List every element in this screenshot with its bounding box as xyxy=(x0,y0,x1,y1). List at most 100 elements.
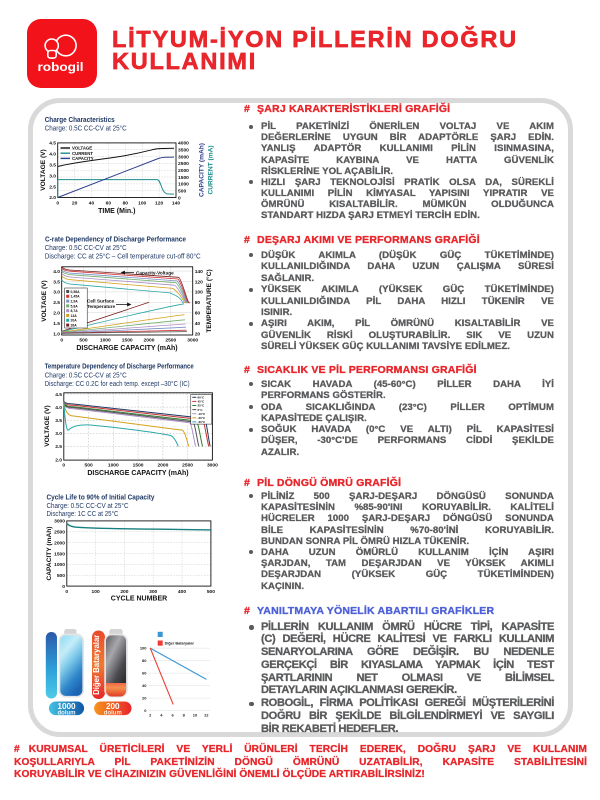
svg-text:2000: 2000 xyxy=(178,168,189,174)
svg-text:80: 80 xyxy=(123,201,129,207)
svg-text:-20°C: -20°C xyxy=(198,416,207,420)
svg-text:TIME (Min.): TIME (Min.) xyxy=(98,208,135,215)
svg-text:0,58A: 0,58A xyxy=(71,290,81,294)
svg-text:40: 40 xyxy=(195,321,201,327)
svg-text:Discharge: CC 0.2C for each te: Discharge: CC 0.2C for each temp. except… xyxy=(45,380,190,388)
svg-text:4: 4 xyxy=(160,712,163,717)
svg-text:Diğer Bataryalar: Diğer Bataryalar xyxy=(92,635,101,695)
svg-text:Temperature: Temperature xyxy=(87,304,115,309)
svg-text:3.5: 3.5 xyxy=(49,163,56,169)
svg-text:2.5: 2.5 xyxy=(49,184,56,190)
svg-text:4.0: 4.0 xyxy=(49,152,56,158)
svg-text:0: 0 xyxy=(65,589,68,595)
svg-text:-30°C: -30°C xyxy=(198,420,207,424)
svg-text:45°C: 45°C xyxy=(198,400,206,404)
svg-text:CURRENT: CURRENT xyxy=(72,151,93,156)
svg-text:300: 300 xyxy=(149,589,157,595)
svg-text:3.0: 3.0 xyxy=(55,431,62,437)
svg-text:3000: 3000 xyxy=(187,338,198,344)
svg-text:20: 20 xyxy=(142,696,147,701)
svg-text:6: 6 xyxy=(171,712,174,717)
svg-text:0°C: 0°C xyxy=(198,408,204,412)
svg-text:2500: 2500 xyxy=(182,463,193,469)
svg-text:2.5: 2.5 xyxy=(55,444,62,450)
svg-text:500: 500 xyxy=(79,338,87,344)
svg-text:2000: 2000 xyxy=(54,540,65,546)
svg-text:60: 60 xyxy=(195,311,201,317)
svg-text:Charge: 0.5C CC-CV at 25°C: Charge: 0.5C CC-CV at 25°C xyxy=(45,244,127,252)
svg-text:CAPACITY (mAh): CAPACITY (mAh) xyxy=(199,143,206,197)
svg-text:CAPACITY (mAh): CAPACITY (mAh) xyxy=(46,527,53,581)
svg-text:C-rate Dependency of Discharge: C-rate Dependency of Discharge Performan… xyxy=(45,235,186,244)
svg-text:200: 200 xyxy=(120,589,128,595)
svg-text:VOLTAGE (V): VOLTAGE (V) xyxy=(44,405,51,447)
svg-text:100: 100 xyxy=(92,589,100,595)
svg-text:26A: 26A xyxy=(71,324,78,328)
svg-text:2500: 2500 xyxy=(165,338,176,344)
svg-text:Charge: 0.5C CC-CV at 25°C: Charge: 0.5C CC-CV at 25°C xyxy=(47,502,129,510)
svg-text:1000: 1000 xyxy=(57,702,76,711)
svg-text:2: 2 xyxy=(149,712,152,717)
svg-text:1000: 1000 xyxy=(100,338,111,344)
svg-text:60°C: 60°C xyxy=(198,396,206,400)
svg-text:Cycle Life to 90% of Initial C: Cycle Life to 90% of Initial Capacity xyxy=(47,493,156,502)
svg-text:0: 0 xyxy=(62,584,65,590)
svg-text:60: 60 xyxy=(106,201,112,207)
svg-text:Charge Characteristics: Charge Characteristics xyxy=(45,115,115,124)
svg-text:3.5: 3.5 xyxy=(53,279,60,285)
svg-text:2000: 2000 xyxy=(157,463,168,469)
svg-text:500: 500 xyxy=(85,463,93,469)
svg-text:Cell Surface: Cell Surface xyxy=(87,298,114,303)
svg-text:Charge: 0.5C CC-CV at 25°C: Charge: 0.5C CC-CV at 25°C xyxy=(45,124,127,132)
svg-text:2.0: 2.0 xyxy=(55,457,62,463)
svg-text:500: 500 xyxy=(57,573,65,579)
svg-text:-10°C: -10°C xyxy=(198,412,207,416)
svg-text:1500: 1500 xyxy=(178,175,189,181)
svg-text:100: 100 xyxy=(140,646,147,651)
svg-text:Diğer Bataryalar: Diğer Bataryalar xyxy=(165,642,195,646)
svg-text:DISCHARGE CAPACITY (mAh): DISCHARGE CAPACITY (mAh) xyxy=(76,345,177,352)
svg-text:2500: 2500 xyxy=(54,530,65,536)
svg-text:8: 8 xyxy=(183,712,186,717)
svg-text:0: 0 xyxy=(62,463,65,469)
svg-text:0: 0 xyxy=(178,195,181,201)
svg-text:20: 20 xyxy=(72,201,78,207)
svg-text:1000: 1000 xyxy=(178,182,189,188)
svg-text:120: 120 xyxy=(155,201,163,207)
svg-text:1000: 1000 xyxy=(108,463,119,469)
svg-text:VOLTAGE: VOLTAGE xyxy=(72,146,92,151)
svg-text:2.0: 2.0 xyxy=(53,311,60,317)
svg-text:0: 0 xyxy=(56,201,59,207)
svg-text:2000: 2000 xyxy=(144,338,155,344)
svg-text:120: 120 xyxy=(195,279,203,285)
svg-text:1.0: 1.0 xyxy=(53,331,60,337)
svg-text:60: 60 xyxy=(142,671,147,676)
svg-text:CURRENT (mA): CURRENT (mA) xyxy=(208,145,215,194)
svg-text:Discharge: 1C CC at 25°C: Discharge: 1C CC at 25°C xyxy=(47,510,119,518)
svg-text:4000: 4000 xyxy=(178,141,189,147)
svg-text:100: 100 xyxy=(138,201,146,207)
svg-text:100: 100 xyxy=(195,290,203,296)
svg-text:40: 40 xyxy=(89,201,95,207)
svg-text:dolum: dolum xyxy=(104,710,122,716)
svg-text:0: 0 xyxy=(60,338,63,344)
svg-text:3500: 3500 xyxy=(178,148,189,154)
svg-text:80: 80 xyxy=(142,658,147,663)
svg-text:1,45A: 1,45A xyxy=(71,295,81,299)
svg-text:2.0: 2.0 xyxy=(49,195,56,201)
svg-text:4.5: 4.5 xyxy=(55,392,62,398)
svg-text:VOLTAGE (V): VOLTAGE (V) xyxy=(40,149,47,191)
svg-text:3000: 3000 xyxy=(207,463,218,469)
svg-text:10: 10 xyxy=(193,712,198,717)
svg-text:CYCLE NUMBER: CYCLE NUMBER xyxy=(111,596,167,603)
svg-text:20: 20 xyxy=(195,331,201,337)
svg-text:Discharge: CC at 25°C – Cell t: Discharge: CC at 25°C – Cell temperature… xyxy=(45,253,201,261)
svg-text:3.5: 3.5 xyxy=(55,418,62,424)
svg-text:3000: 3000 xyxy=(178,154,189,160)
svg-text:140: 140 xyxy=(172,201,180,207)
svg-text:dolum: dolum xyxy=(58,710,76,716)
svg-text:2500: 2500 xyxy=(178,161,189,167)
svg-text:1500: 1500 xyxy=(122,338,133,344)
svg-text:4.0: 4.0 xyxy=(53,269,60,275)
svg-text:500: 500 xyxy=(178,189,186,195)
